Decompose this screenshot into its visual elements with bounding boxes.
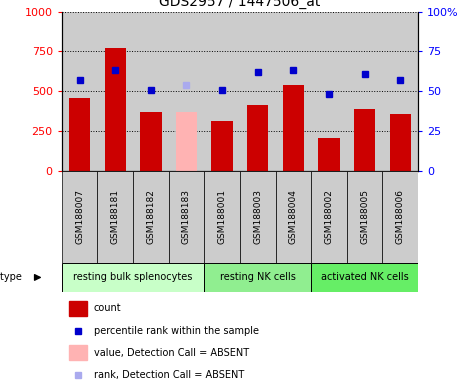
Bar [311,12,347,171]
Bar [311,263,418,292]
Text: GSM188005: GSM188005 [360,189,369,245]
Text: resting bulk splenocytes: resting bulk splenocytes [73,272,193,283]
Bar [276,12,311,171]
Text: resting NK cells: resting NK cells [220,272,295,283]
Text: GSM188006: GSM188006 [396,189,405,245]
Bar [347,12,382,171]
Bar [169,12,204,171]
Bar [97,171,133,263]
Text: cell type: cell type [0,272,21,283]
Text: rank, Detection Call = ABSENT: rank, Detection Call = ABSENT [94,370,244,380]
Bar [204,12,240,171]
Bar [69,98,90,171]
Text: GSM188002: GSM188002 [324,190,333,244]
Bar [69,345,86,360]
Bar [318,138,340,171]
Bar [276,171,311,263]
Text: GSM188183: GSM188183 [182,189,191,245]
Bar [347,171,382,263]
Bar [240,171,276,263]
Bar [140,112,162,171]
Bar [311,171,347,263]
Title: GDS2957 / 1447506_at: GDS2957 / 1447506_at [159,0,321,9]
Text: GSM188003: GSM188003 [253,189,262,245]
Bar [62,263,204,292]
Bar [62,12,97,171]
Bar [62,171,97,263]
Text: value, Detection Call = ABSENT: value, Detection Call = ABSENT [94,348,249,358]
Bar [240,12,276,171]
Text: percentile rank within the sample: percentile rank within the sample [94,326,259,336]
Text: activated NK cells: activated NK cells [321,272,408,283]
Bar [133,171,169,263]
Bar [204,171,240,263]
Text: GSM188001: GSM188001 [218,189,227,245]
Bar [390,114,411,171]
Bar [204,263,311,292]
Bar [169,171,204,263]
Bar [354,109,375,171]
Bar [133,12,169,171]
Bar [247,105,268,171]
Text: GSM188004: GSM188004 [289,190,298,244]
Text: GSM188007: GSM188007 [75,189,84,245]
Text: count: count [94,303,122,313]
Text: GSM188181: GSM188181 [111,189,120,245]
Bar [382,12,418,171]
Text: GSM188182: GSM188182 [146,190,155,244]
Bar [97,12,133,171]
Bar [104,48,126,171]
Bar [211,121,233,171]
Bar [69,301,86,316]
Bar [283,85,304,171]
Bar [176,112,197,171]
Bar [382,171,418,263]
